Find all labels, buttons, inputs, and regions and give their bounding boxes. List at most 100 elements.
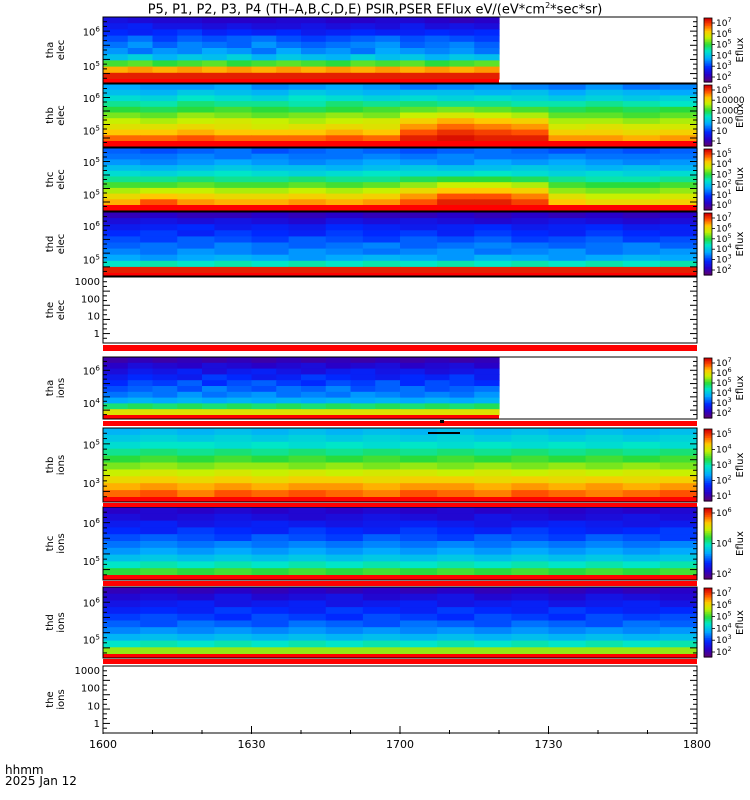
heatmap-cell (585, 218, 624, 225)
heatmap-cell (325, 84, 364, 91)
colorbar-segment (704, 50, 712, 53)
colorbar-tick-label: 104 (716, 537, 732, 550)
heatmap-cell (474, 627, 512, 635)
heatmap-cell (474, 441, 512, 450)
heatmap-cell (424, 35, 451, 43)
heatmap-cell (276, 391, 302, 399)
colorbar-segment (704, 600, 712, 603)
heatmap-cell (424, 54, 451, 61)
heatmap-cell (288, 170, 327, 178)
heatmap-cell (177, 54, 203, 61)
heatmap-cell (400, 627, 438, 635)
heatmap-cell (325, 29, 352, 37)
heatmap-cell (622, 176, 661, 183)
colorbar-segment (704, 21, 712, 24)
heatmap-cell (251, 547, 290, 556)
heatmap-cell (362, 520, 401, 528)
heatmap-cell (585, 541, 624, 549)
heatmap-cell (362, 101, 401, 108)
heatmap-cell (400, 587, 438, 595)
heatmap-cell (103, 66, 129, 74)
heatmap-cell (202, 357, 228, 364)
heatmap-cell (511, 647, 550, 655)
heatmap-cell (511, 513, 550, 522)
heatmap-cell (585, 95, 624, 102)
colorbar-tick-label: 102 (716, 474, 732, 487)
heatmap-cell (251, 89, 290, 96)
heatmap-cell (152, 17, 178, 24)
heatmap-cell (511, 118, 550, 125)
heatmap-cell (276, 368, 302, 375)
colorbar-segment (704, 194, 712, 197)
heatmap-cell (127, 386, 154, 393)
heatmap-cell (400, 507, 438, 515)
heatmap-cell (288, 513, 327, 522)
flag-band (103, 503, 697, 507)
heatmap-cell (251, 95, 290, 102)
heatmap-cell (400, 48, 426, 55)
heatmap-cell (214, 483, 253, 491)
colorbar-tick-label: 103 (716, 633, 732, 646)
colorbar-segment (704, 443, 712, 446)
heatmap-cell (449, 403, 475, 410)
heatmap-cell (659, 266, 698, 274)
heatmap-cell (659, 469, 698, 477)
colorbar-tick-label: 104 (716, 157, 732, 170)
heatmap-cell (214, 600, 253, 608)
y-tick-label: 106 (83, 91, 101, 105)
heatmap-cell (140, 520, 178, 528)
colorbar-segment (704, 377, 712, 380)
heatmap-cell (251, 568, 290, 576)
heatmap-cell (659, 593, 698, 601)
heatmap-cell (400, 23, 426, 30)
colorbar-segment (704, 244, 712, 247)
low-energy-band (103, 497, 697, 502)
heatmap-cell (474, 403, 500, 410)
heatmap-cell (103, 607, 141, 615)
heatmap-cell (511, 534, 550, 542)
heatmap-cell (375, 41, 401, 49)
heatmap-cell (251, 135, 290, 142)
heatmap-cell (276, 386, 302, 393)
heatmap-cell (325, 230, 364, 237)
heatmap-cell (585, 513, 624, 522)
heatmap-cell (177, 520, 215, 528)
heatmap-cell (474, 89, 512, 96)
heatmap-cell (276, 374, 302, 381)
heatmap-cell (400, 41, 426, 49)
heatmap-cell (548, 520, 587, 528)
heatmap-cell (511, 129, 550, 136)
heatmap-cell (251, 248, 290, 256)
heatmap-cell (474, 182, 512, 189)
heatmap-cell (276, 29, 302, 37)
colorbar-segment (704, 395, 712, 398)
heatmap-cell (140, 248, 178, 256)
colorbar-segment (704, 100, 712, 103)
heatmap-cell (474, 476, 512, 484)
colorbar-segment (704, 174, 712, 178)
colorbar-segment (704, 490, 712, 493)
panel-label-line: the (45, 302, 56, 318)
heatmap-cell (140, 483, 178, 491)
heatmap-cell (226, 374, 253, 381)
heatmap-cell (177, 428, 215, 436)
heatmap-cell (325, 199, 364, 206)
colorbar-tick-label: 107 (716, 356, 732, 369)
heatmap-cell (474, 607, 512, 615)
heatmap-cell (659, 224, 698, 231)
heatmap-cell (548, 84, 587, 91)
heatmap-cell (659, 242, 698, 250)
heatmap-cell (400, 230, 438, 237)
heatmap-cell (622, 554, 661, 562)
heatmap-cell (400, 60, 426, 68)
heatmap-cell (400, 148, 438, 155)
heatmap-cell (622, 101, 661, 108)
heatmap-cell (140, 199, 178, 206)
heatmap-cell (362, 513, 401, 522)
heatmap-cell (325, 627, 364, 635)
colorbar-segment (704, 156, 712, 159)
colorbar-segment (704, 531, 712, 534)
colorbar-segment (704, 622, 712, 625)
heatmap-cell (362, 84, 401, 91)
